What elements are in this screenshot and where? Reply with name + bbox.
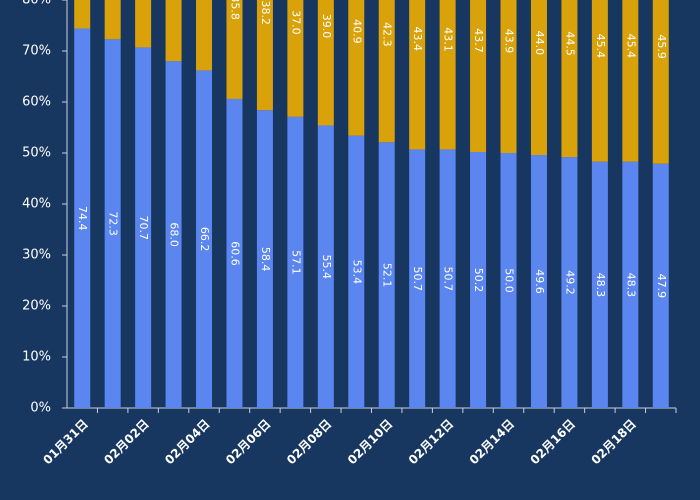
x-tick-label: 02月12日 xyxy=(406,417,456,467)
data-label: 43.4 xyxy=(411,27,424,52)
data-label: 43.1 xyxy=(442,27,455,52)
data-label: 45.9 xyxy=(655,34,668,59)
bar-segment xyxy=(104,39,121,409)
bar-segment xyxy=(135,0,152,48)
data-label: 48.3 xyxy=(594,273,607,298)
y-tick-label: 80% xyxy=(22,0,51,8)
bar-segment xyxy=(409,149,426,408)
bar-segment xyxy=(104,0,121,40)
data-label: 40.9 xyxy=(350,19,363,43)
bar-segment xyxy=(135,47,152,409)
data-label: 57.1 xyxy=(289,250,302,275)
bar-segment xyxy=(317,125,334,409)
bar-segment xyxy=(591,161,608,408)
bar-segment xyxy=(470,151,487,409)
bar-segment xyxy=(196,0,213,71)
x-tick-label: 02月10日 xyxy=(345,417,395,467)
y-tick-label: 0% xyxy=(30,401,51,416)
data-label: 55.4 xyxy=(320,254,333,279)
data-label: 48.3 xyxy=(624,273,637,298)
data-label: 50.2 xyxy=(472,268,485,293)
bar-segment xyxy=(348,135,365,408)
data-label: 37.0 xyxy=(289,10,302,35)
bar-segment xyxy=(378,0,395,143)
data-label: 42.3 xyxy=(381,22,394,47)
x-tick-label: 02月02日 xyxy=(101,417,151,467)
data-label: 47.9 xyxy=(655,274,668,299)
data-label: 35.8 xyxy=(228,0,241,20)
data-label: 49.6 xyxy=(533,269,546,294)
bar-segment xyxy=(378,142,395,409)
data-label: 49.2 xyxy=(563,270,576,295)
data-label: 45.4 xyxy=(624,34,637,59)
bar-segment xyxy=(652,0,669,164)
y-tick-label: 70% xyxy=(22,44,51,59)
bar-segment xyxy=(317,0,334,126)
bar-segment xyxy=(165,61,182,408)
bar-segment xyxy=(256,110,273,408)
bar-segment xyxy=(226,98,243,408)
data-label: 45.4 xyxy=(594,34,607,59)
bar-segment xyxy=(500,0,517,153)
y-tick-label: 10% xyxy=(22,350,51,365)
y-tick-label: 50% xyxy=(22,146,51,161)
bar-segment xyxy=(652,163,669,408)
data-label: 39.0 xyxy=(320,14,333,39)
data-label: 58.4 xyxy=(259,247,272,272)
bar-segment xyxy=(622,0,639,162)
y-tick-label: 30% xyxy=(22,248,51,263)
data-label: 43.7 xyxy=(472,28,485,53)
x-tick-label: 02月08日 xyxy=(284,417,334,467)
data-label: 70.7 xyxy=(137,215,150,240)
data-label: 66.2 xyxy=(198,227,211,252)
x-tick-label: 02月14日 xyxy=(467,417,517,467)
bar-segment xyxy=(196,70,213,408)
data-label: 53.4 xyxy=(350,260,363,285)
data-label: 60.6 xyxy=(228,241,241,266)
bar-segment xyxy=(409,0,426,150)
bar-segment xyxy=(500,153,517,408)
data-label: 43.9 xyxy=(503,29,516,54)
data-label: 74.4 xyxy=(76,206,89,231)
y-tick-label: 20% xyxy=(22,299,51,314)
data-label: 50.7 xyxy=(442,266,455,291)
bar-segment xyxy=(287,116,304,408)
bar-segment xyxy=(470,0,487,152)
bar-segment xyxy=(439,149,456,408)
x-tick-label: 02月06日 xyxy=(223,417,273,467)
bar-segment xyxy=(226,0,243,99)
bar-segment xyxy=(530,155,547,408)
data-label: 52.1 xyxy=(381,263,394,288)
data-label: 50.0 xyxy=(503,268,516,293)
data-label: 50.7 xyxy=(411,266,424,291)
bar-segment xyxy=(165,0,182,62)
data-label: 68.0 xyxy=(168,222,181,247)
bar-segment xyxy=(530,0,547,156)
y-tick-label: 40% xyxy=(22,197,51,212)
bar-segment xyxy=(622,161,639,408)
x-tick-label: 02月04日 xyxy=(162,417,212,467)
bar-segment xyxy=(287,0,304,117)
bar-segment xyxy=(439,0,456,150)
bar-segment xyxy=(74,28,91,409)
x-tick-label: 02月18日 xyxy=(588,417,638,467)
y-tick-label: 60% xyxy=(22,95,51,110)
bar-segment xyxy=(591,0,608,162)
x-tick-label: 02月16日 xyxy=(528,417,578,467)
bar-segment xyxy=(561,0,578,158)
data-label: 38.2 xyxy=(259,1,272,26)
x-tick-label: 01月31日 xyxy=(40,417,90,467)
bar-segment xyxy=(256,0,273,111)
data-label: 44.0 xyxy=(533,31,546,56)
bar-segment xyxy=(561,157,578,408)
bar-segment xyxy=(74,0,91,29)
data-label: 72.3 xyxy=(107,211,120,236)
data-label: 44.5 xyxy=(563,31,576,56)
bar-segment xyxy=(348,0,365,136)
